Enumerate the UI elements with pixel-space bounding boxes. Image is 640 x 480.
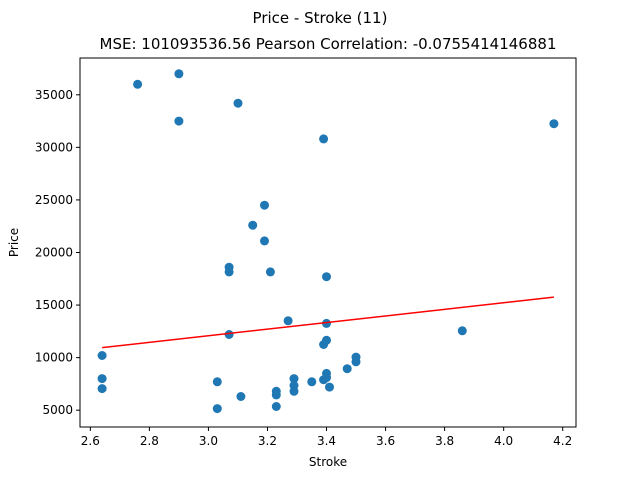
data-point-24: [307, 377, 317, 387]
plot-frame: [79, 57, 577, 428]
data-point-6: [212, 377, 222, 387]
x-tick-label: 4.2: [553, 434, 572, 448]
data-point-3: [133, 79, 143, 89]
data-point-21: [289, 374, 299, 384]
data-point-36: [351, 357, 361, 367]
data-point-28: [322, 272, 331, 282]
data-point-9: [224, 267, 234, 277]
data-point-29: [322, 318, 331, 328]
data-point-32: [322, 373, 331, 383]
data-point-18: [271, 390, 281, 400]
y-tick-label: 35000: [35, 88, 73, 102]
data-point-33: [325, 382, 334, 392]
data-point-15: [260, 236, 269, 246]
x-tick-label: 3.6: [376, 434, 395, 448]
data-point-38: [549, 119, 559, 129]
x-tick-label: 4.0: [494, 434, 513, 448]
y-axis: 5000 10000 15000 20000 25000 30000 35000: [35, 88, 80, 417]
data-point-7: [212, 404, 222, 414]
data-point-2: [97, 384, 107, 394]
data-point-23: [289, 386, 299, 396]
data-point-13: [248, 220, 258, 230]
y-tick-label: 10000: [35, 351, 73, 365]
y-tick-label: 20000: [35, 245, 73, 259]
data-point-20: [283, 316, 293, 326]
data-point-37: [457, 326, 467, 336]
chart-title: Price - Stroke (11): [253, 9, 388, 27]
data-point-10: [224, 330, 234, 339]
data-point-0: [97, 351, 107, 360]
data-point-4: [174, 69, 184, 79]
data-point-34: [342, 364, 352, 374]
x-tick-label: 3.0: [199, 434, 218, 448]
y-tick-label: 25000: [35, 193, 73, 207]
data-point-14: [260, 200, 269, 210]
data-point-16: [265, 267, 275, 277]
x-tick-label: 3.8: [435, 434, 454, 448]
data-point-25: [319, 134, 329, 144]
y-tick-label: 15000: [35, 298, 73, 312]
chart-subtitle: MSE: 101093536.56 Pearson Correlation: -…: [100, 35, 557, 53]
x-tick-label: 3.2: [258, 434, 277, 448]
data-point-5: [174, 116, 184, 126]
x-tick-label: 2.6: [81, 434, 100, 448]
data-point-11: [233, 98, 243, 108]
data-point-12: [236, 392, 246, 401]
regression-line: [102, 296, 554, 349]
y-axis-label: Price: [7, 228, 21, 257]
y-tick-label: 5000: [42, 403, 73, 417]
data-point-19: [271, 402, 281, 411]
data-point-1: [97, 374, 107, 384]
y-tick-label: 30000: [35, 140, 73, 154]
x-axis-label: Stroke: [309, 455, 347, 469]
plot-area: [97, 69, 559, 414]
x-tick-label: 3.4: [317, 434, 336, 448]
data-point-30: [322, 335, 331, 345]
x-axis: 2.6 2.8 3.0 3.2 3.4 3.6 3.8 4.0 4.2: [81, 427, 572, 448]
x-tick-label: 2.8: [140, 434, 159, 448]
